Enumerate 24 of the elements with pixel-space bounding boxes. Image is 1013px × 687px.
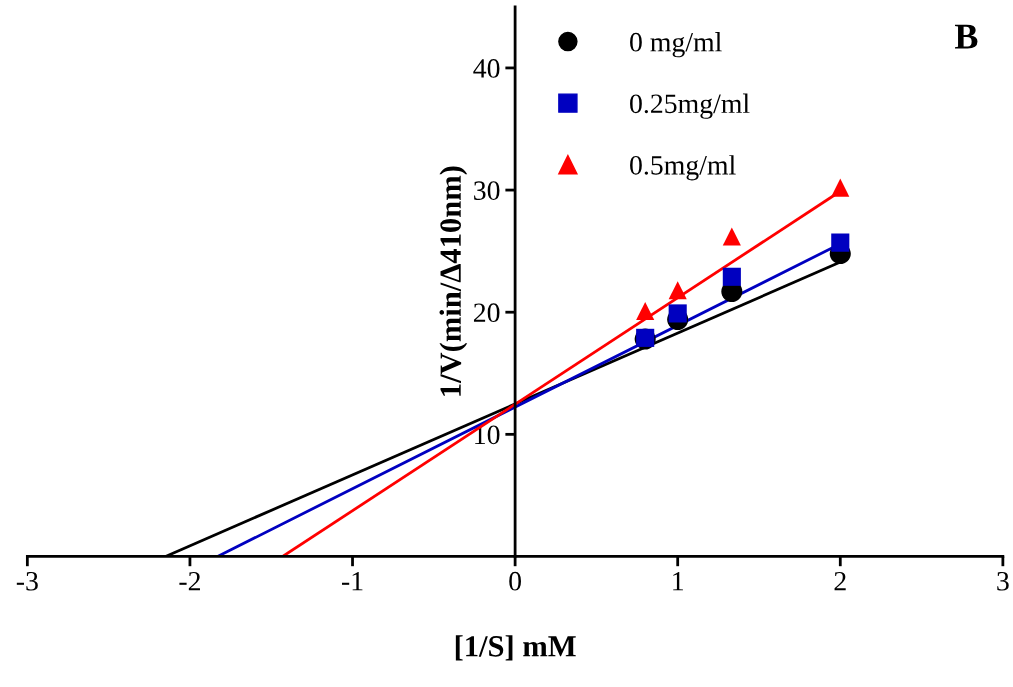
- x-tick-label: -2: [179, 571, 200, 591]
- y-tick-label: 10: [475, 425, 500, 445]
- point: [668, 304, 687, 323]
- point: [831, 178, 850, 197]
- point: [831, 233, 850, 252]
- y-tick-label: 20: [473, 303, 500, 323]
- legend-label: 0 mg/ml: [630, 32, 722, 58]
- x-tick-label: -1: [341, 571, 363, 591]
- chart-title: B: [954, 24, 978, 49]
- x-tick-label: -3: [16, 571, 38, 591]
- point: [668, 281, 687, 300]
- x-tick-label: 2: [834, 571, 846, 591]
- point: [722, 227, 741, 246]
- x-tick-label: 3: [997, 571, 1009, 591]
- y-tick-label: 40: [473, 59, 500, 78]
- y-axis-title: 1/V(min/Δ410nm): [439, 166, 468, 396]
- point: [722, 267, 741, 286]
- y-tick-label: 30: [474, 181, 500, 200]
- point: [636, 301, 655, 321]
- x-axis-title: [1/S] mM: [455, 635, 576, 661]
- legend-label: 0.5mg/ml: [630, 155, 736, 181]
- legend-label: 0.25mg/ml: [630, 93, 750, 119]
- x-tick-label: 1: [673, 571, 683, 591]
- x-tick-label: 0: [509, 571, 521, 591]
